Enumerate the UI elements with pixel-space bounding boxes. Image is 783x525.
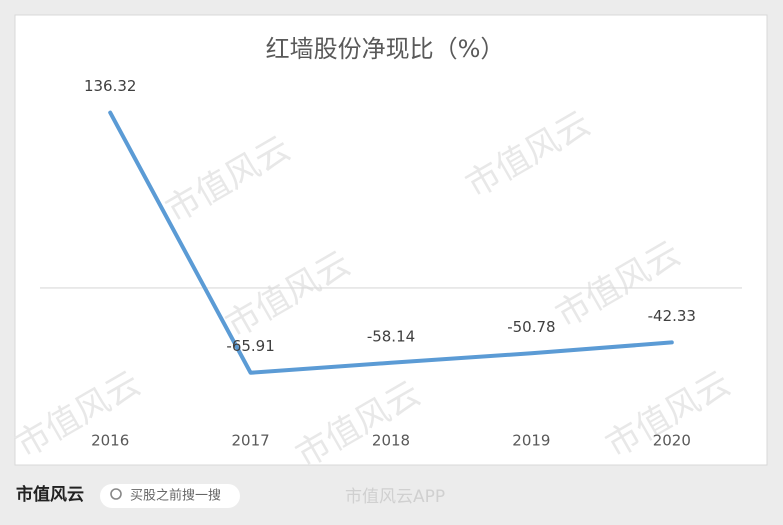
data-label: -65.91: [226, 337, 274, 355]
data-label: 136.32: [84, 77, 137, 95]
data-label: -58.14: [367, 327, 415, 345]
x-tick-label: 2020: [653, 432, 691, 450]
x-tick-label: 2018: [372, 432, 410, 450]
chart-title: 红墙股份净现比（%）: [266, 35, 505, 63]
x-tick-label: 2019: [512, 432, 550, 450]
footer: 市值风云 买股之前搜一搜 市值风云APP: [16, 484, 445, 508]
app-watermark: 市值风云APP: [345, 487, 445, 507]
data-label: -42.33: [648, 307, 696, 325]
plot-panel: [14, 14, 768, 466]
x-tick-label: 2016: [91, 432, 129, 450]
line: [108, 110, 674, 375]
x-tick-label: 2017: [232, 432, 270, 450]
search-text[interactable]: 买股之前搜一搜: [130, 488, 221, 504]
search-icon: [110, 488, 122, 500]
search-box[interactable]: [100, 484, 240, 508]
data-label: -50.78: [507, 318, 555, 336]
brand: 市值风云: [16, 484, 84, 505]
